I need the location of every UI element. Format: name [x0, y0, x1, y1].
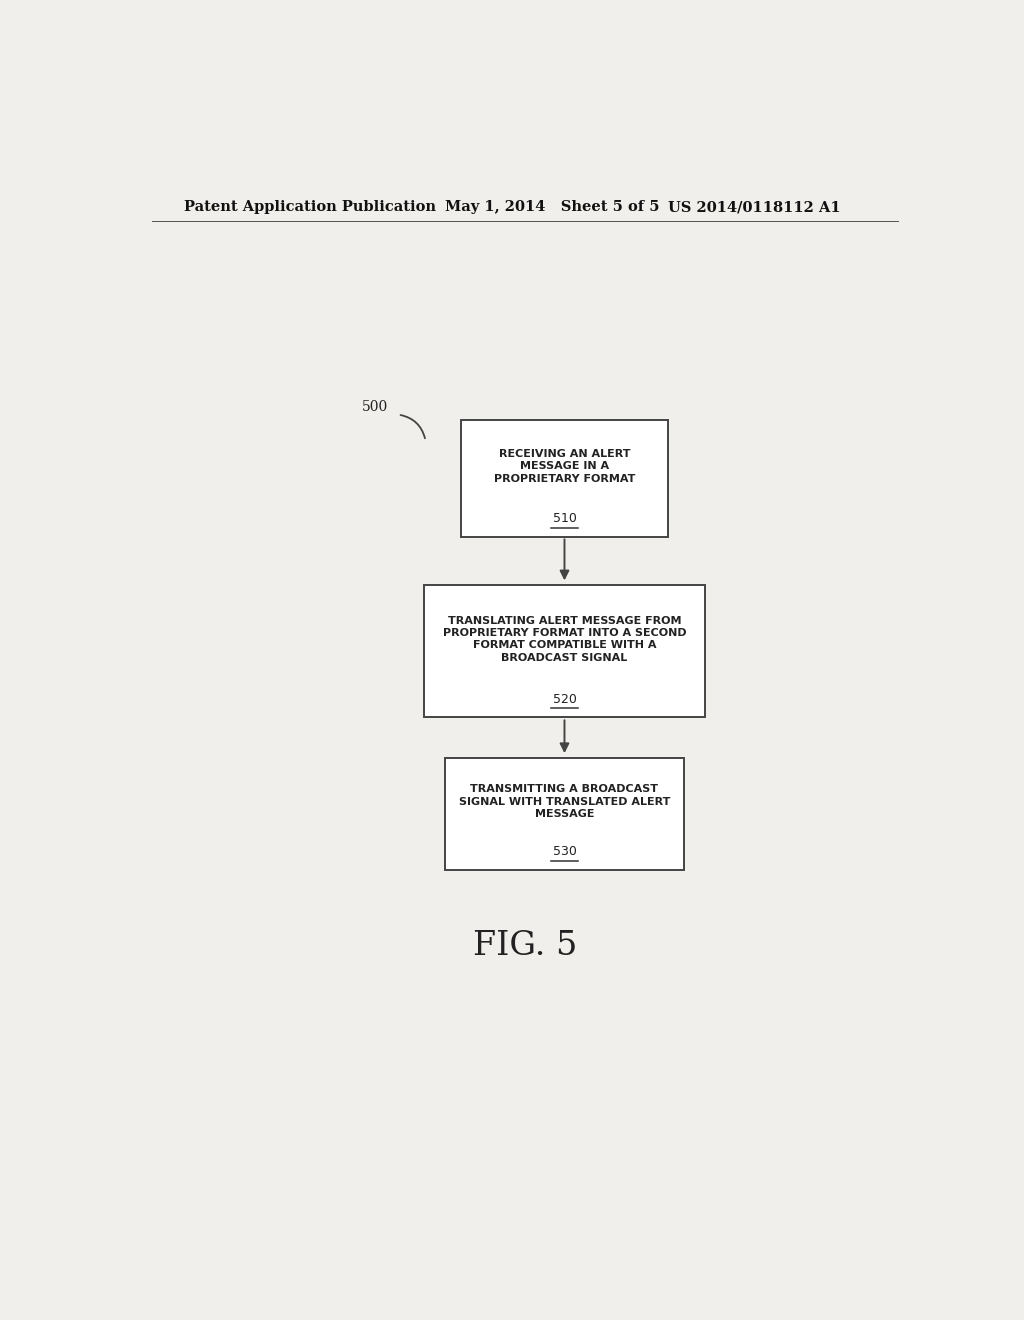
Text: Patent Application Publication: Patent Application Publication — [183, 201, 435, 214]
Bar — [462, 420, 668, 537]
Text: 530: 530 — [553, 845, 577, 858]
Text: FIG. 5: FIG. 5 — [473, 931, 577, 962]
Text: 500: 500 — [362, 400, 388, 414]
Text: May 1, 2014   Sheet 5 of 5: May 1, 2014 Sheet 5 of 5 — [445, 201, 659, 214]
Text: TRANSMITTING A BROADCAST
SIGNAL WITH TRANSLATED ALERT
MESSAGE: TRANSMITTING A BROADCAST SIGNAL WITH TRA… — [459, 784, 670, 820]
Text: 510: 510 — [553, 512, 577, 525]
Bar — [424, 585, 706, 718]
Text: 520: 520 — [553, 693, 577, 706]
Bar — [445, 758, 684, 870]
Text: TRANSLATING ALERT MESSAGE FROM
PROPRIETARY FORMAT INTO A SECOND
FORMAT COMPATIBL: TRANSLATING ALERT MESSAGE FROM PROPRIETA… — [442, 615, 686, 663]
Text: RECEIVING AN ALERT
MESSAGE IN A
PROPRIETARY FORMAT: RECEIVING AN ALERT MESSAGE IN A PROPRIET… — [494, 449, 635, 483]
Text: US 2014/0118112 A1: US 2014/0118112 A1 — [668, 201, 841, 214]
